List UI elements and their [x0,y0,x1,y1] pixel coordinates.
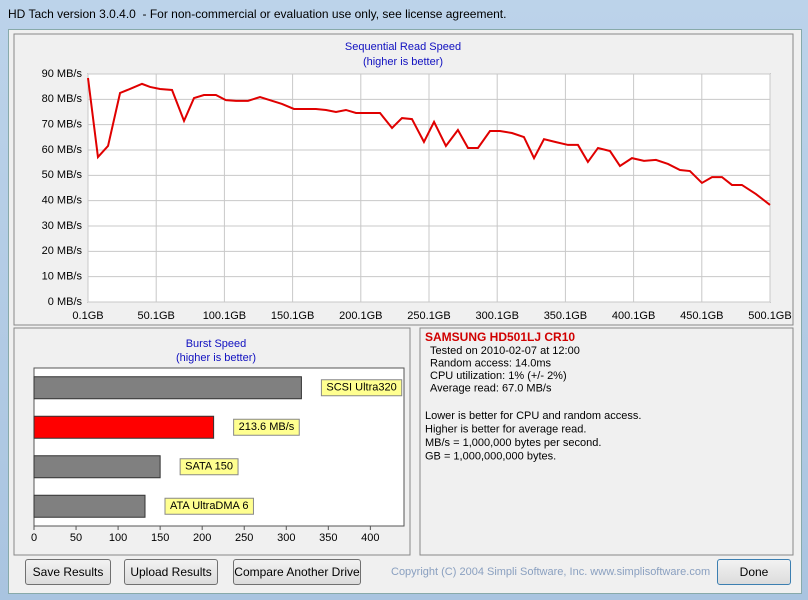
x-tick-label: 300 [277,532,295,544]
bar-label-box [233,418,300,436]
bar [33,415,215,439]
chart-subtitle: (higher is better) [363,56,443,68]
info-note: Higher is better for average read. [425,423,586,435]
chart-subtitle: (higher is better) [176,352,256,364]
x-tick-label: 250 [235,532,253,544]
info-line: Tested on 2010-02-07 at 12:00 [430,345,580,357]
x-tick-label: 100 [109,532,127,544]
done-button[interactable]: Done [717,559,791,585]
copyright: Copyright (C) 2004 Simpli Software, Inc.… [391,566,711,578]
bar [33,494,146,518]
y-tick-label: 60 MB/s [42,144,83,156]
info-line: Random access: 14.0ms [430,357,552,369]
chart-title: Burst Speed [186,338,247,350]
x-tick-label: 250.1GB [407,310,450,322]
bar [33,376,302,400]
y-tick-label: 30 MB/s [42,220,83,232]
x-tick-label: 450.1GB [680,310,723,322]
x-tick-label: 350 [319,532,337,544]
x-tick-label: 400.1GB [612,310,655,322]
x-tick-label: 150.1GB [271,310,314,322]
upload-button[interactable]: Upload Results [124,559,218,585]
window-title: HD Tach version 3.0.4.0 - For non-commer… [8,7,507,21]
y-tick-label: 10 MB/s [42,271,83,283]
bar-label-box [320,379,403,397]
info-note: Lower is better for CPU and random acces… [425,410,641,422]
y-tick-label: 80 MB/s [42,93,83,105]
data-line [87,77,771,206]
bar-label-box [179,458,239,476]
bar-label-box [164,497,254,515]
x-tick-label: 200.1GB [339,310,382,322]
x-tick-label: 150 [151,532,169,544]
x-tick-label: 50 [70,532,82,544]
info-panel [419,327,794,556]
bar-label: SATA 150 [185,461,233,473]
x-tick-label: 200 [193,532,211,544]
compare-button[interactable]: Compare Another Drive [233,559,361,585]
info-note: GB = 1,000,000,000 bytes. [425,450,556,462]
chart-title: Sequential Read Speed [345,41,461,53]
drive-name: SAMSUNG HD501LJ CR10 [425,330,575,344]
x-tick-label: 50.1GB [138,310,175,322]
x-tick-label: 300.1GB [475,310,518,322]
info-line: CPU utilization: 1% (+/- 2%) [430,370,567,382]
x-tick-label: 400 [361,532,379,544]
x-tick-label: 100.1GB [203,310,246,322]
info-line: Average read: 67.0 MB/s [430,382,552,394]
y-tick-label: 40 MB/s [42,195,83,207]
x-tick-label: 0 [31,532,37,544]
info-note: MB/s = 1,000,000 bytes per second. [425,437,601,449]
bar-label: SCSI Ultra320 [326,382,396,394]
x-tick-label: 350.1GB [544,310,587,322]
y-tick-label: 0 MB/s [48,296,83,308]
y-tick-label: 90 MB/s [42,68,83,80]
x-tick-label: 0.1GB [72,310,103,322]
bar-label: ATA UltraDMA 6 [170,500,248,512]
y-tick-label: 20 MB/s [42,245,83,257]
bar-label: 213.6 MB/s [239,421,295,433]
save-button[interactable]: Save Results [25,559,111,585]
x-tick-label: 500.1GB [748,310,791,322]
bar [33,455,161,479]
y-tick-label: 70 MB/s [42,119,83,131]
y-tick-label: 50 MB/s [42,169,83,181]
